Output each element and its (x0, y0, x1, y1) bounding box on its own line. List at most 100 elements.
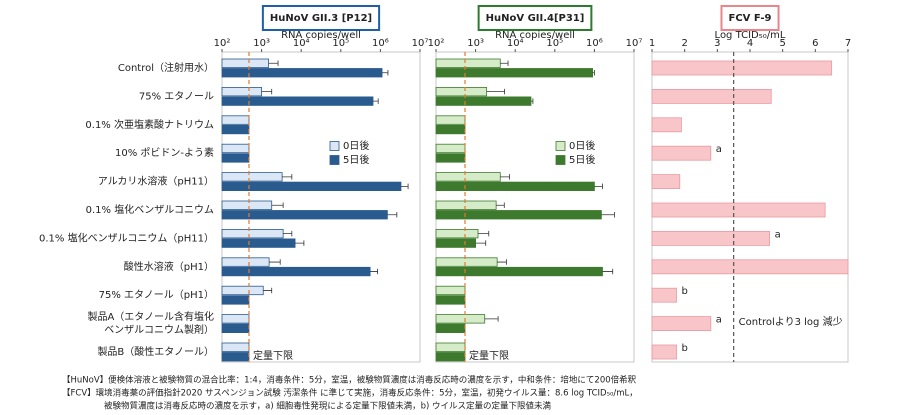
error-bar (271, 202, 284, 208)
bar (435, 143, 466, 154)
bar (221, 68, 383, 78)
x-tick-label: 10⁶ (586, 38, 603, 49)
bar (651, 145, 712, 161)
bar (651, 89, 772, 104)
category-label: 10% ポビドン-よう素 (115, 146, 214, 159)
category-label: 製品A（エタノール含有塩化ベンザルコニウム製剤） (87, 310, 214, 336)
bar (651, 117, 682, 133)
note-label: b (682, 286, 688, 297)
bar (435, 200, 497, 210)
panel-title: FCV F-9 (728, 13, 771, 24)
category-label: アルカリ水溶液（pH11） (98, 175, 214, 188)
note-label: b (682, 343, 688, 354)
error-bar (496, 202, 505, 208)
bar (221, 115, 250, 125)
x-tick-label: 10⁵ (332, 38, 349, 49)
bar (221, 257, 270, 267)
reference-label: Controlより3 log 減少 (739, 315, 843, 328)
x-tick-label: 4 (747, 38, 753, 49)
error-bar (500, 60, 509, 66)
category-label: 酸性水溶液（pH1） (124, 260, 214, 273)
bar (221, 295, 250, 305)
footnote: 【HuNoV】便検体溶液と被験物質の混合比率：1:4，消毒条件：5分，室温，被験… (62, 375, 637, 386)
x-tick-label: 10² (214, 38, 231, 49)
bar (435, 342, 466, 352)
category-label: 75% エタノール (139, 90, 214, 102)
bar (651, 344, 677, 360)
bar (435, 58, 501, 68)
bar (651, 202, 826, 218)
reference-label: 定量下限 (253, 349, 293, 362)
x-tick-label: 3 (714, 38, 720, 49)
legend-label: 0日後 (343, 139, 369, 152)
bar (221, 200, 273, 210)
category-label: 0.1% 塩化ベンザルコニウム (86, 203, 214, 216)
bar (221, 58, 269, 68)
bar (435, 172, 501, 182)
x-tick-label: 10⁷ (412, 38, 429, 49)
x-tick-label: 10⁶ (372, 38, 389, 49)
error-bar (372, 98, 379, 104)
bar (435, 238, 476, 248)
x-tick-label: 10⁴ (507, 38, 524, 49)
category-label: 製品B（酸性エタノール） (97, 345, 214, 358)
title-box (720, 5, 780, 31)
x-tick-label: 10³ (467, 38, 484, 49)
bar (221, 143, 250, 154)
bar (435, 68, 593, 78)
bar (221, 210, 388, 220)
error-bar (497, 259, 507, 265)
bar (435, 314, 486, 324)
bar (221, 323, 250, 334)
legend-swatch (555, 155, 566, 165)
bar (221, 266, 371, 277)
bar (651, 316, 712, 332)
bar (221, 124, 250, 135)
x-tick-label: 10² (428, 38, 445, 49)
error-bar (268, 60, 279, 66)
bar (435, 210, 602, 220)
bar (435, 115, 466, 125)
bar (435, 266, 603, 277)
x-tick-label: 10³ (253, 38, 270, 49)
bar (651, 287, 677, 303)
bar (221, 314, 250, 324)
x-axis-title: RNA copies/well (495, 30, 575, 41)
title-box (261, 5, 381, 31)
note-label: a (716, 144, 722, 155)
bar (651, 60, 833, 76)
x-tick-label: 10⁷ (626, 38, 643, 49)
x-tick-label: 2 (681, 38, 687, 49)
error-bar (282, 174, 293, 180)
error-bar (269, 259, 281, 265)
error-bar (594, 183, 603, 190)
error-bar (387, 212, 398, 218)
error-bar (283, 230, 293, 237)
bar (651, 174, 681, 190)
footnote: 被験物質濃度は消毒反応時の濃度を示す，a) 細胞毒性発現による定量下限値未満，b… (104, 401, 552, 412)
x-tick-label: 10⁴ (293, 38, 310, 49)
legend-swatch (329, 141, 340, 151)
note-label: a (716, 315, 722, 326)
bar (651, 259, 849, 275)
error-bar (261, 88, 273, 95)
x-tick-label: 7 (845, 38, 851, 49)
reference-label: 定量下限 (469, 349, 509, 362)
legend-swatch (329, 155, 340, 165)
legend-label: 5日後 (343, 153, 369, 166)
legend-label: 5日後 (569, 153, 595, 166)
title-box (477, 5, 593, 31)
footnote: 【FCV】環境消毒薬の評価指針2020 サスペンジョン試験 汚潔条件 に準じて実… (62, 388, 638, 399)
error-bar (592, 70, 595, 76)
bar (221, 238, 296, 248)
x-axis-title: Log TCID₅₀/mL (715, 30, 786, 41)
category-label: Control（注射用水） (118, 61, 214, 74)
x-tick-label: 1 (649, 38, 655, 49)
legend-label: 0日後 (569, 139, 595, 152)
error-bar (602, 268, 614, 275)
legend-swatch (555, 141, 566, 151)
panel-title: HuNoV GII.3 [P12] (270, 13, 372, 24)
error-bar (486, 88, 506, 95)
bar (435, 87, 488, 97)
bar (435, 153, 466, 163)
